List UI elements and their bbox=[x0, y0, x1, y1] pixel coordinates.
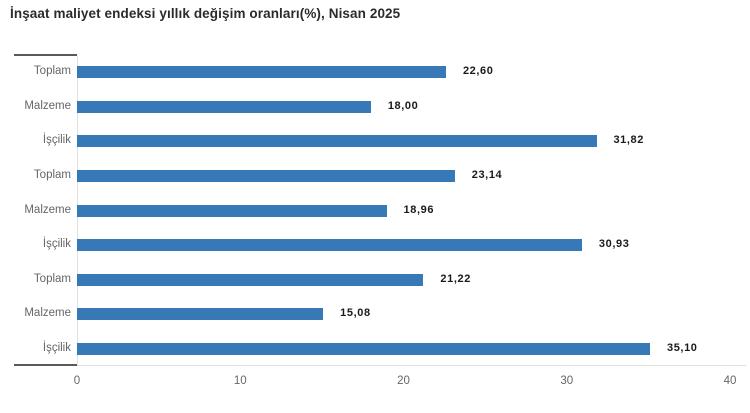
x-axis-line bbox=[77, 365, 746, 366]
value-label: 30,93 bbox=[598, 238, 630, 251]
category-label: Malzeme bbox=[24, 307, 71, 320]
chart-title: İnşaat maliyet endeksi yıllık değişim or… bbox=[10, 6, 401, 21]
bar bbox=[77, 204, 387, 217]
category-label: Toplam bbox=[33, 168, 71, 181]
bar bbox=[77, 135, 597, 148]
category-label: İşçilik bbox=[42, 341, 71, 354]
category-label: Malzeme bbox=[24, 99, 71, 112]
x-axis-tick-label: 40 bbox=[723, 375, 737, 387]
value-label: 31,82 bbox=[613, 134, 644, 147]
category-label: Toplam bbox=[33, 272, 71, 285]
bar bbox=[77, 66, 446, 79]
bar bbox=[77, 342, 650, 355]
bar bbox=[77, 308, 324, 321]
category-label: Malzeme bbox=[24, 203, 71, 216]
value-label: 18,00 bbox=[387, 99, 419, 112]
bar bbox=[77, 100, 371, 113]
bar bbox=[77, 169, 455, 182]
x-axis-tick-label: 30 bbox=[560, 375, 574, 387]
value-label: 35,10 bbox=[667, 341, 698, 354]
category-label: İşçilik bbox=[42, 134, 71, 147]
category-label: Toplam bbox=[33, 65, 71, 78]
x-axis-tick-label: 0 bbox=[73, 375, 81, 387]
label-column-bottom-border bbox=[14, 364, 77, 366]
x-axis-tick-label: 10 bbox=[233, 375, 247, 387]
value-label: 22,60 bbox=[462, 65, 494, 78]
value-label: 21,22 bbox=[440, 272, 471, 285]
label-column-top-border bbox=[14, 54, 77, 56]
value-label: 23,14 bbox=[471, 168, 503, 181]
category-label: İşçilik bbox=[42, 238, 71, 251]
bar bbox=[77, 239, 582, 252]
x-axis-tick-label: 20 bbox=[397, 375, 410, 387]
bar bbox=[77, 273, 424, 286]
value-label: 15,08 bbox=[340, 307, 371, 320]
value-label: 18,96 bbox=[403, 203, 435, 216]
